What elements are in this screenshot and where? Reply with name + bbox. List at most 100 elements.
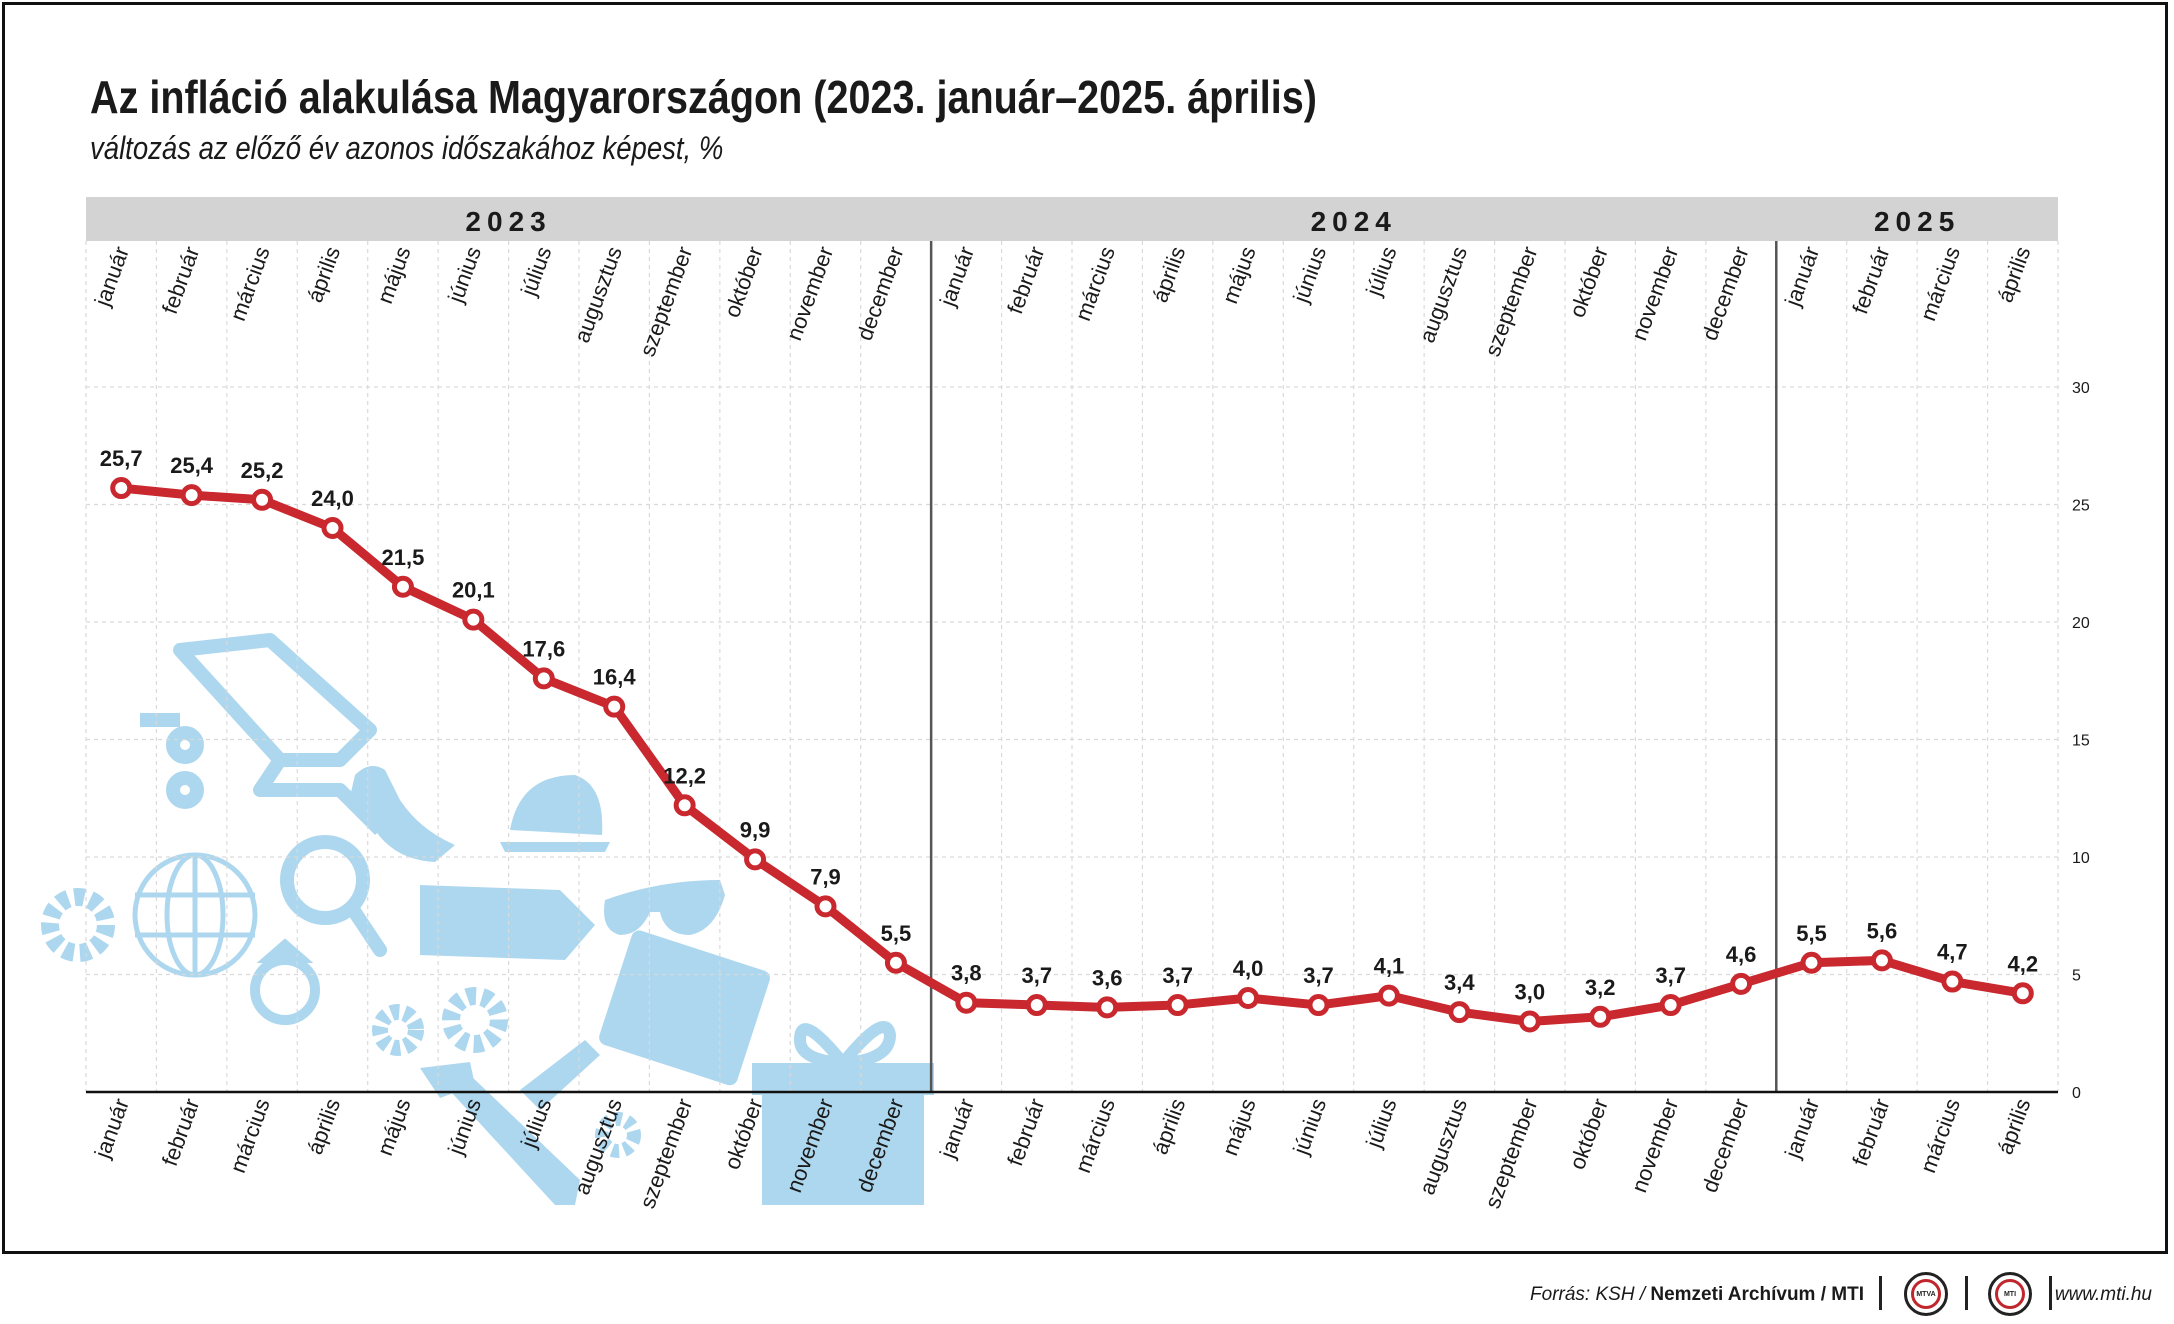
data-label: 24,0 xyxy=(311,486,354,511)
data-point xyxy=(2011,982,2034,1005)
top-month-label: február xyxy=(1002,243,1049,317)
tie-knot xyxy=(420,1062,475,1098)
top-month-label: szeptember xyxy=(635,243,698,360)
data-point xyxy=(673,794,696,817)
data-point xyxy=(1025,994,1048,1017)
data-point xyxy=(1096,996,1119,1019)
bottom-month-label: szeptember xyxy=(635,1095,698,1212)
bottom-month-label: augusztus xyxy=(1414,1095,1472,1198)
cart-wheel xyxy=(166,726,204,764)
data-label: 4,6 xyxy=(1726,942,1757,967)
magnifier-lens xyxy=(280,835,370,925)
top-month-label: október xyxy=(719,243,768,321)
top-month-label: augusztus xyxy=(569,243,627,346)
data-label: 3,0 xyxy=(1514,980,1545,1005)
gift-box xyxy=(762,1080,924,1205)
year-label: 2023 xyxy=(465,206,551,237)
data-point xyxy=(1518,1010,1541,1033)
inflation-line xyxy=(116,483,2028,1026)
data-label: 9,9 xyxy=(740,817,771,842)
shoe-icon xyxy=(348,766,455,862)
data-label: 3,7 xyxy=(1655,963,1686,988)
data-label: 4,2 xyxy=(2007,951,2038,976)
data-point xyxy=(1589,1005,1612,1028)
data-point xyxy=(532,667,555,690)
gift-icon xyxy=(752,1021,934,1205)
bottom-month-label: április xyxy=(1147,1095,1190,1158)
chart-title: Az infláció alakulása Magyarországon (20… xyxy=(90,71,1317,123)
footer-separator xyxy=(1965,1276,1968,1310)
y-tick-label: 20 xyxy=(2072,615,2090,632)
gear-icon xyxy=(595,1112,641,1158)
bottom-month-label: február xyxy=(1002,1095,1049,1169)
magnifier-icon xyxy=(280,835,387,957)
cart-basket xyxy=(173,633,377,767)
data-point xyxy=(110,477,133,500)
bottom-month-label: március xyxy=(1915,1095,1965,1176)
gear-icon xyxy=(442,987,508,1053)
bottom-month-label: április xyxy=(1992,1095,2035,1158)
cap-icon xyxy=(500,775,610,852)
top-month-label: március xyxy=(1070,243,1120,324)
data-point xyxy=(1800,951,1823,974)
top-month-label: május xyxy=(1217,243,1261,307)
data-label: 16,4 xyxy=(593,665,637,690)
data-point xyxy=(1941,970,1964,993)
top-month-label: április xyxy=(302,243,345,306)
price-tag-icon xyxy=(420,885,595,960)
data-label: 3,2 xyxy=(1585,975,1616,1000)
top-month-label: július xyxy=(1361,243,1402,300)
y-tick-label: 30 xyxy=(2072,380,2090,397)
data-point xyxy=(1166,994,1189,1017)
data-point xyxy=(603,695,626,718)
bottom-month-label: szeptember xyxy=(1480,1095,1543,1212)
year-band: 2023 2024 2025 xyxy=(86,197,2058,241)
gear-icon xyxy=(372,1004,424,1056)
chart-subtitle: változás az előző év azonos időszakához … xyxy=(90,130,724,166)
top-month-label: október xyxy=(1564,243,1613,321)
data-point xyxy=(1307,994,1330,1017)
mtva-logo-text: MTVA xyxy=(1911,1279,1941,1309)
top-month-label: február xyxy=(157,243,204,317)
top-month-label: augusztus xyxy=(1414,243,1472,346)
top-month-label: május xyxy=(372,243,416,307)
data-point xyxy=(321,517,344,539)
sunglasses-icon xyxy=(604,880,725,935)
top-month-label: január xyxy=(89,243,134,310)
bottom-month-label: január xyxy=(1779,1095,1824,1162)
bottom-month-label: december xyxy=(1697,1095,1754,1195)
data-point xyxy=(251,488,274,511)
year-label: 2024 xyxy=(1311,206,1397,237)
source-credit: Forrás: KSH / Nemzeti Archívum / MTI xyxy=(1530,1284,1864,1306)
data-label: 4,1 xyxy=(1374,954,1405,979)
mtva-logo: MTVA xyxy=(1904,1272,1948,1316)
website-url: www.mti.hu xyxy=(2054,1284,2152,1305)
value-labels: 25,7 25,4 25,2 24,0 21,5 20,1 17,6 16,4 12,2 9,9 7… xyxy=(100,446,2038,1004)
top-month-label: január xyxy=(934,243,979,310)
chart-grid xyxy=(85,241,2059,1094)
data-label: 4,7 xyxy=(1937,940,1968,965)
data-label: 3,7 xyxy=(1162,963,1193,988)
data-label: 7,9 xyxy=(810,864,841,889)
cart-wheel xyxy=(166,771,204,809)
top-month-label: január xyxy=(1779,243,1824,310)
top-month-label: április xyxy=(1147,243,1190,306)
footer-separator xyxy=(1879,1276,1882,1310)
data-point xyxy=(1237,987,1260,1009)
data-point xyxy=(744,848,767,871)
cart-icon xyxy=(140,633,385,835)
bottom-month-label: március xyxy=(225,1095,275,1176)
ring-stone xyxy=(256,938,314,963)
data-point xyxy=(955,991,978,1014)
bottom-month-label: június xyxy=(1288,1095,1331,1159)
data-point xyxy=(1730,972,1753,995)
year-label: 2025 xyxy=(1874,206,1960,237)
data-label: 20,1 xyxy=(452,578,495,603)
data-label: 5,5 xyxy=(881,921,912,946)
data-label: 3,4 xyxy=(1444,970,1475,995)
data-label: 5,5 xyxy=(1796,921,1827,946)
data-label: 25,4 xyxy=(170,453,214,478)
bottom-month-label: április xyxy=(302,1095,345,1158)
data-label: 21,5 xyxy=(382,545,425,570)
